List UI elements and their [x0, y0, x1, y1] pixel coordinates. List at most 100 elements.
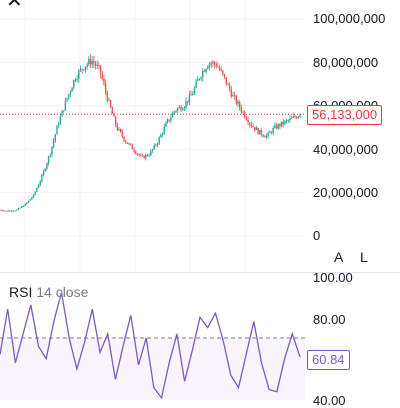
- candle-body: [123, 136, 125, 142]
- candle-body: [267, 132, 269, 136]
- candle-body: [178, 106, 181, 109]
- candle-body: [203, 70, 206, 72]
- candle-body: [138, 154, 140, 156]
- candle-body: [111, 107, 113, 114]
- candle-body: [195, 81, 197, 88]
- candle-body: [285, 120, 288, 122]
- candle-body: [143, 155, 145, 159]
- candle-body: [163, 126, 165, 134]
- candle-body: [238, 101, 241, 108]
- candle-body: [188, 94, 191, 103]
- candle-body: [232, 94, 234, 97]
- candle-body: [0, 209, 1, 211]
- price-axis-tick: 80,000,000: [313, 55, 379, 70]
- rsi-line: [0, 292, 301, 400]
- candle-body: [200, 77, 202, 79]
- candle-body: [78, 70, 80, 79]
- candle-body: [83, 69, 85, 71]
- candle-body: [181, 109, 184, 111]
- candle-body: [294, 116, 296, 118]
- candle-body: [0, 209, 3, 211]
- candle-body: [128, 143, 130, 145]
- candle-body: [220, 69, 222, 71]
- rsi-legend[interactable]: RSI 14 close: [9, 284, 88, 300]
- candle-body: [42, 171, 45, 176]
- candle-body: [187, 101, 189, 103]
- candle-body: [136, 153, 139, 155]
- price-axis-tick: 0: [313, 228, 321, 243]
- candle-body: [156, 143, 159, 146]
- candle-body: [197, 79, 199, 82]
- candle-body: [16, 209, 18, 211]
- candle-body: [299, 114, 301, 117]
- candle-body: [225, 76, 227, 85]
- rsi-current-value-label: 60.84: [307, 350, 350, 370]
- candle-body: [166, 119, 169, 123]
- rsi-axis-tick: 100.00: [313, 270, 353, 285]
- candle-body: [11, 210, 13, 212]
- candle-body: [185, 101, 187, 108]
- candle-body: [56, 125, 58, 135]
- candle-body: [36, 188, 38, 192]
- close-button[interactable]: ✕: [6, 0, 30, 15]
- auto-scale-button[interactable]: A: [334, 249, 344, 265]
- candle-body: [277, 124, 279, 129]
- candle-body: [94, 63, 97, 66]
- candle-body: [24, 203, 26, 207]
- candle-body: [202, 70, 204, 78]
- candle-body: [126, 142, 129, 144]
- price-axis-tick: 100,000,000: [313, 11, 386, 26]
- price-axis-tick: 20,000,000: [313, 185, 379, 200]
- rsi-axis-tick: 40.00: [313, 393, 346, 408]
- candle-body: [61, 110, 63, 117]
- candle-body: [240, 107, 243, 112]
- candle-body: [96, 65, 98, 66]
- candle-body: [98, 65, 100, 66]
- candle-body: [103, 78, 105, 84]
- candle-body: [151, 149, 154, 152]
- candle-body: [255, 127, 258, 131]
- candle-body: [104, 83, 107, 92]
- candle-body: [213, 62, 216, 65]
- candle-body: [237, 101, 239, 104]
- candle-body: [73, 79, 75, 88]
- candle-body: [59, 116, 62, 125]
- candle-body: [230, 89, 232, 97]
- candle-body: [264, 136, 266, 138]
- candle-body: [68, 94, 70, 99]
- candle-body: [180, 106, 182, 111]
- candle-body: [131, 144, 134, 150]
- candle-body: [17, 208, 20, 210]
- candle-body: [262, 134, 264, 137]
- candle-body: [222, 70, 224, 75]
- candle-body: [62, 110, 65, 112]
- candle-body: [26, 202, 28, 204]
- candle-body: [130, 143, 132, 145]
- candle-body: [265, 135, 268, 138]
- candle-body: [282, 121, 284, 125]
- candle-body: [124, 141, 127, 143]
- candle-body: [254, 126, 256, 131]
- candle-body: [223, 74, 226, 77]
- candle-body: [21, 206, 23, 208]
- candle-body: [208, 63, 211, 67]
- candle-body: [6, 210, 8, 212]
- candle-body: [79, 68, 82, 71]
- log-scale-button[interactable]: L: [360, 249, 368, 265]
- candle-body: [37, 184, 40, 189]
- candle-body: [252, 126, 254, 127]
- candle-body: [47, 156, 50, 164]
- candle-body: [269, 132, 271, 133]
- pane-divider[interactable]: [0, 272, 400, 273]
- candle-body: [247, 119, 249, 123]
- candle-body: [250, 124, 253, 127]
- candle-body: [121, 132, 124, 137]
- candle-body: [118, 128, 120, 130]
- candle-body: [71, 87, 73, 92]
- candle-body: [76, 78, 78, 81]
- candle-body: [235, 95, 238, 104]
- candle-body: [289, 118, 291, 121]
- candle-body: [198, 78, 201, 80]
- candle-body: [114, 116, 117, 125]
